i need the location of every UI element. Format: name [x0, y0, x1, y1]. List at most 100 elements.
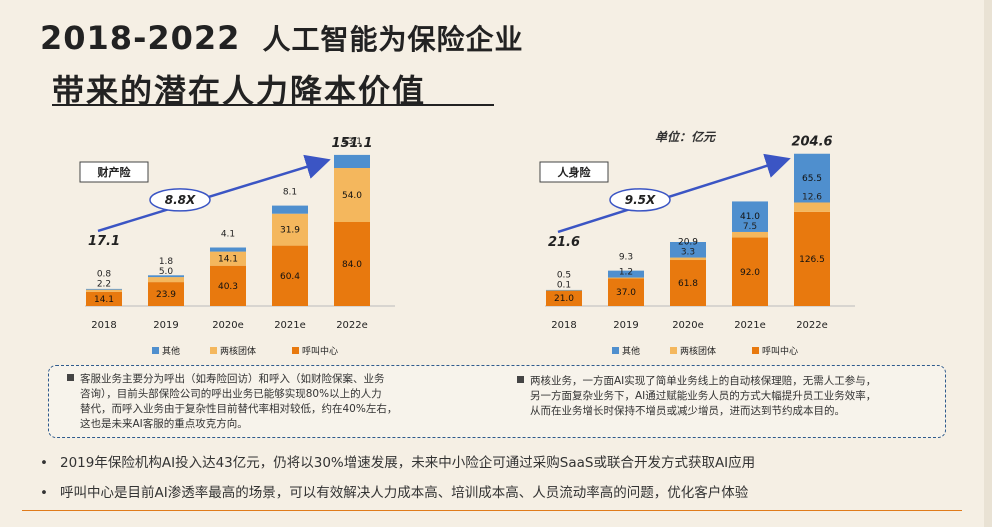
data-label-其他-2021e: 8.1	[283, 188, 297, 198]
total-label-end: 151.1	[331, 136, 372, 151]
title-years: 2018-2022	[40, 19, 241, 57]
note-square-icon	[67, 374, 74, 381]
note-two-core: 两核业务，一方面AI实现了简单业务线上的自动核保理赔，无需人工参与， 另一方面复…	[517, 374, 937, 419]
data-label-呼叫中心-2018: 21.0	[554, 294, 574, 304]
data-label-呼叫中心-2020e: 40.3	[218, 282, 238, 292]
bar-两核团体-2019	[148, 277, 184, 283]
bar-呼叫中心-2022e	[794, 211, 830, 306]
data-label-呼叫中心-2018: 14.1	[94, 295, 114, 305]
category-label-2022e: 2022e	[336, 320, 368, 331]
bar-呼叫中心-2019	[148, 282, 184, 306]
data-label-呼叫中心-2021e: 60.4	[280, 272, 300, 282]
legend-label-两核团体: 两核团体	[680, 345, 716, 357]
note-line: 另一方面复杂业务下，AI通过赋能业务人员的方式大幅提升员工业务效率，	[530, 390, 877, 402]
growth-badge-label: 8.8X	[165, 193, 196, 207]
legend-label-两核团体: 两核团体	[220, 345, 256, 357]
note-line: 从而在业务增长时保持不增员或减少增员，进而达到节约成本目的。	[530, 405, 845, 417]
data-label-两核团体-2019: 1.2	[619, 268, 633, 278]
bar-其他-2020e	[670, 242, 706, 258]
data-label-其他-2022e: 13.1	[342, 137, 362, 147]
data-label-两核团体-2021e: 31.9	[280, 226, 300, 236]
total-label-start: 21.6	[548, 235, 580, 250]
total-label-end: 204.6	[791, 135, 832, 150]
bar-两核团体-2018	[546, 290, 582, 291]
bottom-divider	[22, 510, 962, 511]
bar-其他-2018	[86, 288, 122, 290]
legend-swatch-两核团体	[670, 347, 677, 354]
insurance-type-tag: 人身险	[539, 161, 609, 183]
category-label-2020e: 2020e	[212, 320, 244, 331]
legend-swatch-呼叫中心	[292, 347, 299, 354]
data-label-两核团体-2021e: 7.5	[743, 222, 757, 232]
bullet-dot-icon: •	[40, 485, 48, 501]
note-square-icon	[517, 376, 524, 383]
category-label-2022e: 2022e	[796, 320, 828, 331]
bar-呼叫中心-2021e	[272, 245, 308, 306]
data-label-两核团体-2020e: 3.3	[681, 248, 695, 258]
bar-两核团体-2020e	[670, 257, 706, 261]
legend-swatch-呼叫中心	[752, 347, 759, 354]
legend-swatch-其他	[152, 347, 159, 354]
data-label-呼叫中心-2022e: 126.5	[799, 255, 825, 265]
chart-property-insurance: 14.1 2.20.8 2018 23.9 5.01.8 2019 40.3 14.1 4.1 2…	[79, 136, 395, 357]
bar-两核团体-2018	[86, 289, 122, 292]
legend-swatch-两核团体	[210, 347, 217, 354]
note-line: 咨询），目前头部保险公司的呼出业务已能够实现80%以上的人力	[80, 388, 382, 400]
tag-label: 人身险	[558, 165, 592, 179]
data-label-其他-2020e: 20.9	[678, 238, 698, 248]
category-label-2019: 2019	[153, 320, 178, 331]
insurance-type-tag: 财产险	[79, 161, 149, 183]
data-label-其他-2018: 0.5	[557, 270, 571, 280]
data-label-呼叫中心-2019: 37.0	[616, 288, 636, 298]
data-label-两核团体-2022e: 54.0	[342, 191, 362, 201]
legend-label-呼叫中心: 呼叫中心	[762, 345, 798, 357]
data-label-呼叫中心-2019: 23.9	[156, 290, 176, 300]
note-line: 两核业务，一方面AI实现了简单业务线上的自动核保理赔，无需人工参与，	[530, 375, 877, 387]
bar-呼叫中心-2022e	[334, 222, 370, 306]
tag-box	[539, 161, 609, 183]
title-text: 人工智能为保险企业	[262, 23, 524, 56]
category-label-2018: 2018	[91, 320, 116, 331]
bar-两核团体-2020e	[210, 251, 246, 266]
right-edge-strip	[984, 0, 992, 527]
bullet-text: 呼叫中心是目前AI渗透率最高的场景，可以有效解决人力成本高、培训成本高、人员流动…	[60, 485, 749, 501]
data-label-两核团体-2022e: 12.6	[802, 192, 822, 202]
page-title-line2: 带来的潜在人力降本价值	[52, 72, 427, 110]
data-label-两核团体-2018: 2.2	[97, 280, 111, 290]
data-label-其他-2019: 1.8	[159, 257, 174, 267]
category-label-2021e: 2021e	[734, 320, 766, 331]
tag-box	[79, 161, 149, 183]
legend-label-其他: 其他	[162, 345, 180, 357]
bar-呼叫中心-2020e	[210, 265, 246, 306]
data-label-其他-2018: 0.8	[97, 270, 112, 280]
data-label-两核团体-2020e: 14.1	[218, 255, 238, 265]
data-label-呼叫中心-2020e: 61.8	[678, 279, 698, 289]
note-customer-service: 客服业务主要分为呼出（如寿险回访）和呼入（如财险保案、业务 咨询），目前头部保险…	[67, 372, 487, 432]
bar-呼叫中心-2019	[608, 278, 644, 306]
bar-其他-2022e	[794, 153, 830, 203]
growth-badge	[149, 188, 211, 212]
growth-badge	[609, 188, 671, 212]
bar-呼叫中心-2020e	[670, 260, 706, 306]
category-label-2021e: 2021e	[274, 320, 306, 331]
bar-其他-2020e	[210, 247, 246, 252]
growth-arrow	[557, 153, 791, 234]
category-label-2018: 2018	[551, 320, 576, 331]
notes-panel: 客服业务主要分为呼出（如寿险回访）和呼入（如财险保案、业务 咨询），目前头部保险…	[48, 365, 946, 438]
category-label-2019: 2019	[613, 320, 638, 331]
chart-life-insurance: 21.0 0.10.5 2018 37.0 1.2 9.3 2019 61.8 3.320.9 2…	[539, 135, 855, 357]
bullet-call-center: • 呼叫中心是目前AI渗透率最高的场景，可以有效解决人力成本高、培训成本高、人员流…	[40, 481, 748, 501]
bullet-dot-icon: •	[40, 455, 48, 471]
data-label-呼叫中心-2021e: 92.0	[740, 268, 760, 278]
page-title-line1: 2018-2022 人工智能为保险企业	[40, 18, 524, 58]
bar-呼叫中心-2018	[86, 291, 122, 306]
bar-两核团体-2021e	[272, 213, 308, 246]
note-line: 这也是未来AI客服的重点攻克方向。	[80, 418, 248, 430]
legend-label-呼叫中心: 呼叫中心	[302, 345, 338, 357]
bar-呼叫中心-2021e	[732, 237, 768, 306]
legend-label-其他: 其他	[622, 345, 640, 357]
bar-其他-2021e	[272, 205, 308, 214]
bar-两核团体-2022e	[794, 202, 830, 212]
data-label-呼叫中心-2022e: 84.0	[342, 260, 362, 270]
note-line: 客服业务主要分为呼出（如寿险回访）和呼入（如财险保案、业务	[80, 373, 385, 385]
